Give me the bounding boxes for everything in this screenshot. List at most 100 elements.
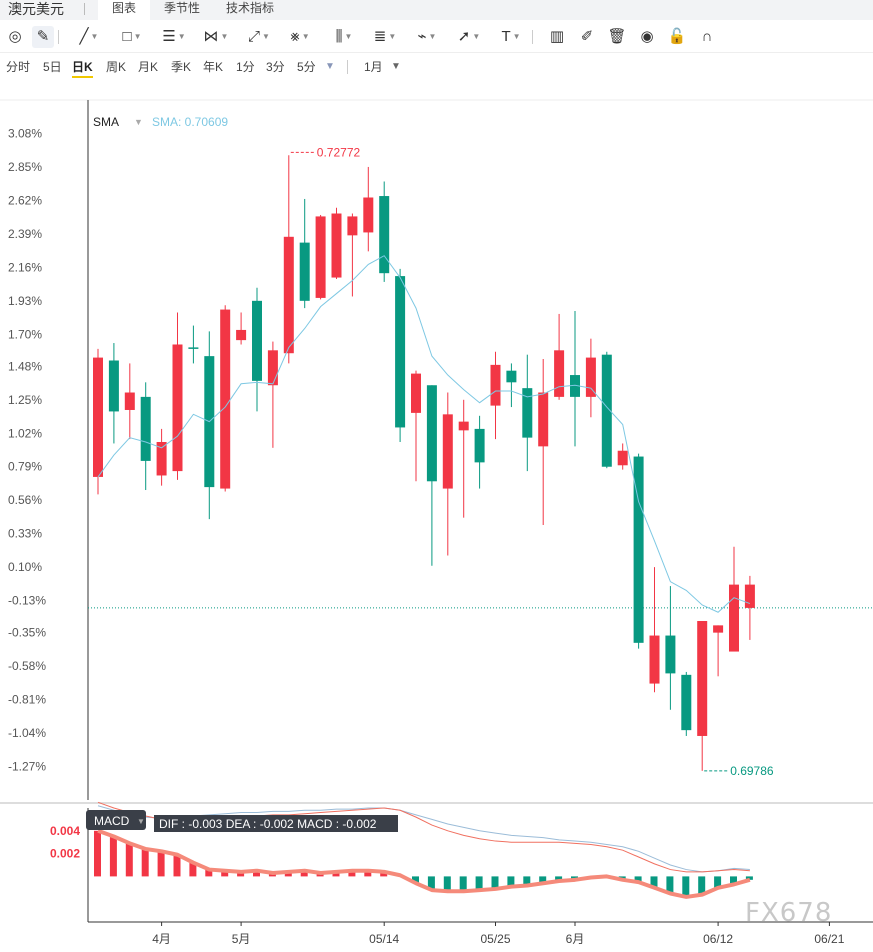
candle-body [474,428,485,463]
caret-down-icon[interactable]: ▼ [90,32,99,42]
candle-body [617,450,628,466]
caret-down-icon[interactable]: ▼ [428,32,437,42]
macd-histogram-bar [157,851,165,877]
macd-histogram-bar [237,871,245,877]
macd-histogram-bar [634,876,642,883]
caret-down-icon[interactable]: ▼ [262,32,270,42]
macd-histogram-line [97,828,751,899]
candle-body [506,370,517,383]
candle-body [490,364,501,406]
y-tick-label: 1.02% [8,426,42,440]
macd-histogram-bar [412,876,419,884]
low-price-label: 0.69786 [730,764,774,778]
tab-seasonality[interactable]: 季节性 [164,1,201,15]
y-tick-label: -0.35% [8,626,46,640]
eye-icon[interactable]: ◉ [640,28,654,45]
caret-down-icon[interactable]: ▼ [325,61,335,72]
trash-icon[interactable]: 🗑 [607,28,627,45]
caret-down-icon[interactable]: ▼ [391,61,401,72]
caret-down-icon[interactable]: ▼ [220,32,229,42]
gann-icon[interactable]: ≣ ▼ [373,28,397,45]
magnet-icon[interactable]: ∩ [701,28,713,45]
macd-histogram-bar [682,876,690,897]
candle-body [601,354,612,467]
macd-histogram-bar [300,870,308,877]
macd-histogram-bar [141,849,149,877]
text-icon[interactable]: T ▼ [501,28,521,45]
candle-body [108,360,119,412]
caret-down-icon[interactable]: ▼ [344,32,353,42]
candle-body [554,350,565,397]
brush-icon[interactable]: ⌁ ▼ [417,28,437,45]
candle-body [649,635,660,684]
tf-intraday[interactable]: 分时 [6,60,31,74]
caret-down-icon[interactable]: ▼ [388,32,397,42]
tf-5min[interactable]: 5分 [297,60,316,74]
x-tick-label: 05/14 [369,932,399,946]
candle-body [363,197,374,233]
y-tick-label: 1.48% [8,359,42,373]
tf-yearly[interactable]: 年K [203,60,224,74]
title-divider [84,3,85,15]
pencil-icon[interactable]: ✎ [32,26,54,48]
tf-monthly[interactable]: 月K [138,60,159,74]
macd-y-tick-label: 0.002 [50,847,80,861]
caret-down-icon[interactable]: ▼ [472,32,481,42]
tf-1min[interactable]: 1分 [236,60,255,74]
candle-body [697,620,708,736]
macd-histogram-bar [523,876,531,886]
y-tick-label: 3.08% [8,126,42,140]
tf-daily[interactable]: 日K [72,58,93,78]
tab-indicators[interactable]: 技术指标 [226,1,275,15]
tf-5day[interactable]: 5日 [43,60,62,74]
tf-quarterly[interactable]: 季K [171,60,192,74]
macd-histogram-bar [650,876,658,888]
candle-body [713,625,724,633]
macd-legend-badge [86,810,146,830]
y-tick-label: 1.70% [8,327,42,341]
timeframe-divider [347,60,348,74]
candle-body [299,242,310,301]
range-selector[interactable]: 1月 [364,60,383,74]
candle-body [585,357,596,397]
candle-body [315,216,326,298]
x-tick-label: 05/25 [480,932,510,946]
caret-down-icon: ▼ [137,817,145,826]
tf-3min[interactable]: 3分 [266,60,285,74]
y-tick-label: -0.81% [8,693,46,707]
y-tick-label: 1.25% [8,393,42,407]
macd-histogram-bar [555,876,563,881]
line-icon[interactable]: ╱ ▼ [79,28,99,45]
rotate-icon[interactable]: ◎ [8,28,22,45]
caret-down-icon[interactable]: ▼ [512,32,521,42]
macd-histogram-bar [730,876,737,885]
y-tick-label: 0.10% [8,560,42,574]
fib-icon[interactable]: ⫼ ▼ [335,28,353,45]
x-tick-label: 06/21 [814,932,844,946]
lock-icon[interactable]: 🔓 [667,28,687,45]
caret-down-icon[interactable]: ▼ [177,32,186,42]
macd-histogram-bar [364,870,372,877]
macd-histogram-bar [698,876,706,895]
y-tick-label: 2.85% [8,160,42,174]
candle-body [347,216,358,236]
tab-chart[interactable]: 图表 [98,0,151,20]
tf-weekly[interactable]: 周K [106,60,127,74]
caret-down-icon[interactable]: ▼ [133,32,142,42]
edit-icon[interactable]: ✐ [580,28,594,45]
channel-icon[interactable]: ☰ ▼ [162,28,186,45]
pattern-icon[interactable]: ⋈ ▼ [203,28,229,45]
rectangle-icon[interactable]: □ ▼ [122,28,142,45]
timeframe-bar: 分时 5日 日K 周K 月K 季K 年K 1分 3分 5分 ▼ 1月 ▼ [0,56,873,80]
y-tick-label: 0.33% [8,527,42,541]
candle-body [140,396,151,461]
caret-down-icon[interactable]: ▼ [301,32,310,42]
arrow-icon[interactable]: ➚ ▼ [457,28,481,45]
caret-down-icon: ▼ [134,117,143,127]
ray-icon[interactable]: ⤢ ▼ [248,28,270,45]
fork-icon[interactable]: ⨳ ▼ [290,28,310,45]
candle-body [729,584,739,652]
measure-icon[interactable]: ▥ [549,28,565,45]
macd-histogram-bar [348,870,356,877]
